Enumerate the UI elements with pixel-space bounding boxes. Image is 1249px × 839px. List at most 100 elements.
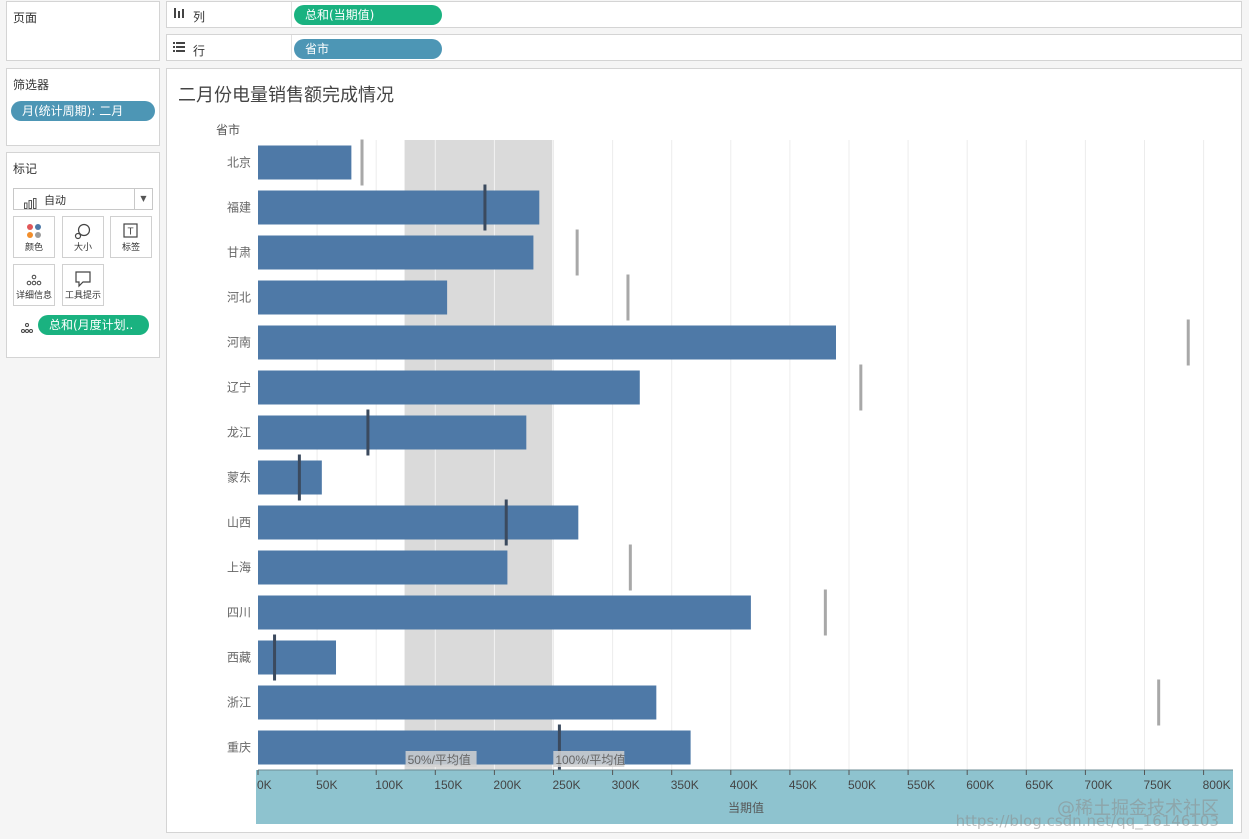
x-tick-label: 650K	[1025, 778, 1053, 792]
tooltip-button[interactable]: 工具提示	[62, 264, 104, 306]
bar	[258, 685, 657, 720]
x-tick-label: 450K	[789, 778, 817, 792]
bar-chart-icon	[24, 194, 38, 213]
category-label: 福建	[227, 200, 251, 215]
reference-mark	[628, 544, 632, 591]
detail-pill-monthly-plan[interactable]: 总和(月度计划..	[38, 315, 149, 335]
category-label: 北京	[227, 156, 251, 170]
columns-icon	[173, 7, 185, 22]
bar	[258, 415, 527, 450]
reference-mark	[557, 724, 561, 771]
bar	[258, 595, 751, 630]
bar	[258, 325, 836, 360]
x-axis-band	[256, 770, 1233, 824]
row-header: 省市	[216, 122, 240, 137]
watermark-community: @稀土掘金技术社区	[1057, 798, 1219, 819]
bar	[258, 370, 640, 405]
category-label: 上海	[227, 560, 251, 575]
x-tick-label: 550K	[907, 778, 935, 792]
x-tick-label: 0K	[257, 778, 272, 792]
category-label: 浙江	[227, 696, 251, 710]
x-tick-label: 400K	[730, 778, 758, 792]
columns-shelf[interactable]: 列 总和(当期值)	[166, 1, 1242, 28]
bar	[258, 145, 352, 180]
x-tick-label: 350K	[671, 778, 699, 792]
bar	[258, 235, 534, 270]
columns-shelf-label: 列	[193, 10, 206, 24]
filters-panel[interactable]: 筛选器 月(统计周期): 二月	[6, 68, 160, 146]
reference-mark	[360, 139, 364, 186]
category-label: 甘肃	[227, 246, 251, 260]
reference-mark	[504, 499, 508, 546]
x-tick-label: 250K	[553, 778, 581, 792]
x-tick-label: 750K	[1144, 778, 1172, 792]
reference-mark	[1186, 319, 1190, 366]
x-tick-label: 100K	[375, 778, 403, 792]
bar	[258, 550, 508, 585]
x-tick-label: 300K	[612, 778, 640, 792]
size-icon	[63, 222, 103, 240]
rows-shelf[interactable]: 行 省市	[166, 34, 1242, 61]
size-button[interactable]: 大小	[62, 216, 104, 258]
tooltip-icon	[63, 270, 103, 288]
bar	[258, 505, 579, 540]
category-label: 四川	[227, 606, 251, 620]
chart-title: 二月份电量销售额完成情况	[178, 85, 394, 106]
category-label: 辽宁	[227, 380, 251, 395]
label-button[interactable]: T 标签	[110, 216, 152, 258]
reference-mark	[483, 184, 487, 231]
x-tick-label: 150K	[434, 778, 462, 792]
rows-pill-province[interactable]: 省市	[294, 39, 442, 59]
reference-mark	[1157, 679, 1161, 726]
reference-mark	[823, 589, 827, 636]
size-button-label: 大小	[73, 243, 92, 253]
reference-mark	[366, 409, 370, 456]
reference-band-label: 50%/平均值	[408, 752, 471, 767]
mark-type-dropdown[interactable]: 自动 ▼	[13, 188, 153, 210]
reference-mark	[859, 364, 863, 411]
watermark-url: https://blog.csdn.net/qq_16146103	[955, 812, 1219, 830]
color-icon	[14, 222, 54, 240]
reference-mark	[273, 634, 277, 681]
marks-panel-title: 标记	[13, 162, 38, 176]
x-tick-label: 500K	[848, 778, 876, 792]
color-button[interactable]: 颜色	[13, 216, 55, 258]
marks-panel[interactable]: 标记 自动 ▼ 颜色 大小 T 标签 详细信息 工具提示	[6, 152, 160, 358]
x-tick-label: 600K	[966, 778, 994, 792]
rows-icon	[173, 41, 185, 56]
x-tick-label: 50K	[316, 778, 337, 792]
bar	[258, 460, 322, 495]
category-label: 河北	[227, 291, 251, 305]
tooltip-button-label: 工具提示	[64, 291, 101, 301]
filter-pill-month[interactable]: 月(统计周期): 二月	[11, 101, 155, 121]
detail-button-label: 详细信息	[15, 291, 52, 301]
category-label: 蒙东	[227, 471, 251, 485]
x-tick-label: 800K	[1203, 778, 1231, 792]
reference-mark	[297, 454, 301, 501]
pages-panel-title: 页面	[13, 11, 38, 25]
detail-dots-icon	[20, 319, 34, 338]
reference-mark	[575, 229, 579, 276]
bar	[258, 280, 448, 315]
chevron-down-icon[interactable]: ▼	[134, 189, 152, 209]
pages-panel[interactable]: 页面	[6, 1, 160, 61]
label-button-label: 标签	[121, 243, 140, 253]
x-tick-label: 200K	[493, 778, 521, 792]
x-axis-label: 当期值	[728, 800, 764, 815]
chart-view: 二月份电量销售额完成情况 省市 北京 福建 甘肃 河北 河南 辽宁 龙江 蒙东 山西 上海 四川 西藏浙…	[166, 68, 1242, 833]
reference-band-label-bg	[405, 751, 477, 767]
reference-band-label: 100%/平均值	[555, 752, 625, 767]
columns-pill-current-value[interactable]: 总和(当期值)	[294, 5, 442, 25]
rows-shelf-label: 行	[193, 44, 206, 58]
category-label: 山西	[227, 516, 251, 530]
bar	[258, 190, 540, 225]
detail-icon	[14, 270, 54, 288]
svg-text:T: T	[127, 227, 133, 238]
filters-panel-title: 筛选器	[13, 78, 50, 92]
x-tick-label: 700K	[1084, 778, 1112, 792]
category-label: 龙江	[227, 426, 251, 440]
detail-button[interactable]: 详细信息	[13, 264, 55, 306]
category-label: 河南	[227, 335, 251, 350]
reference-band	[404, 140, 553, 770]
